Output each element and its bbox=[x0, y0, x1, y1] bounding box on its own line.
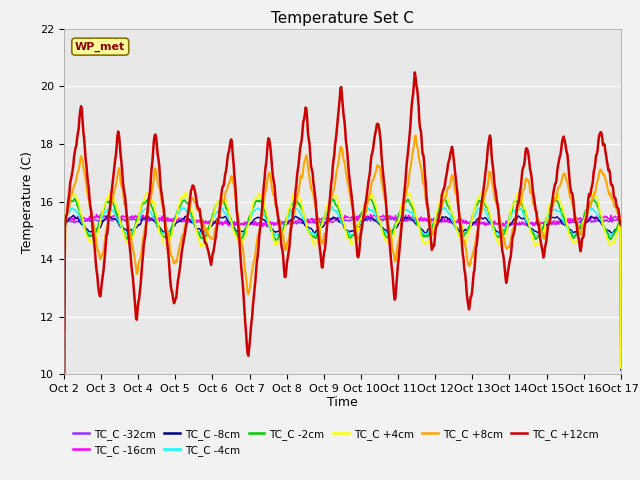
Title: Temperature Set C: Temperature Set C bbox=[271, 11, 414, 26]
TC_C -2cm bbox=[185, 203, 193, 208]
TC_C +12cm bbox=[60, 444, 68, 449]
TC_C +8cm bbox=[70, 183, 78, 189]
TC_C -32cm bbox=[148, 215, 156, 220]
TC_C -4cm bbox=[617, 365, 625, 371]
TC_C +4cm bbox=[70, 191, 78, 197]
TC_C +12cm bbox=[127, 263, 135, 268]
TC_C -4cm bbox=[127, 231, 135, 237]
TC_C -32cm bbox=[263, 224, 271, 230]
TC_C +4cm bbox=[184, 195, 192, 201]
TC_C +8cm bbox=[214, 217, 221, 223]
TC_C -2cm bbox=[128, 232, 136, 238]
TC_C +12cm bbox=[184, 211, 192, 216]
TC_C -2cm bbox=[71, 195, 79, 201]
TC_C -32cm bbox=[428, 218, 436, 224]
TC_C +8cm bbox=[428, 223, 435, 229]
TC_C +4cm bbox=[127, 234, 135, 240]
TC_C -8cm bbox=[411, 220, 419, 226]
Line: TC_C +12cm: TC_C +12cm bbox=[64, 72, 621, 446]
TC_C +12cm bbox=[410, 80, 418, 85]
TC_C -8cm bbox=[617, 367, 625, 373]
TC_C -8cm bbox=[60, 367, 68, 372]
TC_C +12cm bbox=[70, 154, 78, 160]
X-axis label: Time: Time bbox=[327, 396, 358, 408]
TC_C +4cm bbox=[410, 205, 418, 211]
TC_C +12cm bbox=[411, 70, 419, 75]
Line: TC_C -4cm: TC_C -4cm bbox=[64, 207, 621, 368]
TC_C +8cm bbox=[412, 132, 419, 138]
TC_C -32cm bbox=[60, 218, 68, 224]
TC_C -16cm bbox=[184, 215, 192, 221]
Line: TC_C +8cm: TC_C +8cm bbox=[64, 135, 621, 480]
TC_C +12cm bbox=[617, 222, 625, 228]
TC_C -16cm bbox=[428, 216, 436, 222]
TC_C -4cm bbox=[70, 207, 78, 213]
Line: TC_C +4cm: TC_C +4cm bbox=[64, 192, 621, 368]
TC_C +4cm bbox=[478, 190, 486, 195]
TC_C -2cm bbox=[411, 210, 419, 216]
TC_C -32cm bbox=[127, 216, 135, 222]
Line: TC_C -8cm: TC_C -8cm bbox=[64, 216, 621, 370]
TC_C -16cm bbox=[60, 216, 68, 222]
Line: TC_C -2cm: TC_C -2cm bbox=[64, 198, 621, 368]
TC_C -4cm bbox=[411, 216, 419, 222]
TC_C -8cm bbox=[70, 213, 77, 218]
TC_C -4cm bbox=[184, 209, 192, 215]
TC_C -8cm bbox=[185, 216, 193, 222]
TC_C -16cm bbox=[412, 216, 419, 222]
TC_C +4cm bbox=[214, 200, 221, 205]
Y-axis label: Temperature (C): Temperature (C) bbox=[22, 151, 35, 252]
TC_C -16cm bbox=[70, 217, 78, 223]
TC_C +8cm bbox=[410, 142, 418, 147]
TC_C -16cm bbox=[617, 214, 625, 219]
TC_C +8cm bbox=[127, 238, 135, 243]
TC_C +4cm bbox=[60, 364, 68, 370]
Line: TC_C -16cm: TC_C -16cm bbox=[64, 214, 621, 226]
Line: TC_C -32cm: TC_C -32cm bbox=[64, 217, 621, 227]
TC_C -2cm bbox=[214, 199, 222, 205]
TC_C -16cm bbox=[259, 223, 267, 229]
TC_C +12cm bbox=[214, 221, 221, 227]
TC_C -2cm bbox=[428, 227, 435, 233]
TC_C -16cm bbox=[127, 215, 135, 220]
TC_C -8cm bbox=[71, 214, 79, 220]
TC_C -4cm bbox=[328, 204, 336, 210]
Legend: TC_C -32cm, TC_C -16cm, TC_C -8cm, TC_C -4cm, TC_C -2cm, TC_C +4cm, TC_C +8cm, T: TC_C -32cm, TC_C -16cm, TC_C -8cm, TC_C … bbox=[69, 424, 603, 460]
Text: WP_met: WP_met bbox=[75, 42, 125, 52]
TC_C -32cm bbox=[617, 217, 625, 223]
TC_C -32cm bbox=[412, 217, 419, 223]
TC_C -2cm bbox=[60, 365, 68, 371]
TC_C +8cm bbox=[184, 213, 192, 218]
TC_C -16cm bbox=[214, 221, 221, 227]
TC_C -8cm bbox=[428, 227, 435, 233]
TC_C -32cm bbox=[70, 220, 78, 226]
TC_C -16cm bbox=[367, 211, 374, 217]
TC_C -2cm bbox=[617, 363, 625, 369]
TC_C +4cm bbox=[426, 236, 434, 242]
TC_C -8cm bbox=[128, 228, 136, 234]
TC_C -4cm bbox=[214, 209, 221, 215]
TC_C -2cm bbox=[70, 197, 78, 203]
TC_C -32cm bbox=[185, 218, 193, 224]
TC_C +4cm bbox=[617, 365, 625, 371]
TC_C +12cm bbox=[428, 239, 435, 244]
TC_C -4cm bbox=[60, 364, 68, 370]
TC_C -4cm bbox=[428, 224, 435, 229]
TC_C -8cm bbox=[214, 216, 222, 221]
TC_C -32cm bbox=[214, 221, 222, 227]
TC_C +8cm bbox=[617, 217, 625, 223]
